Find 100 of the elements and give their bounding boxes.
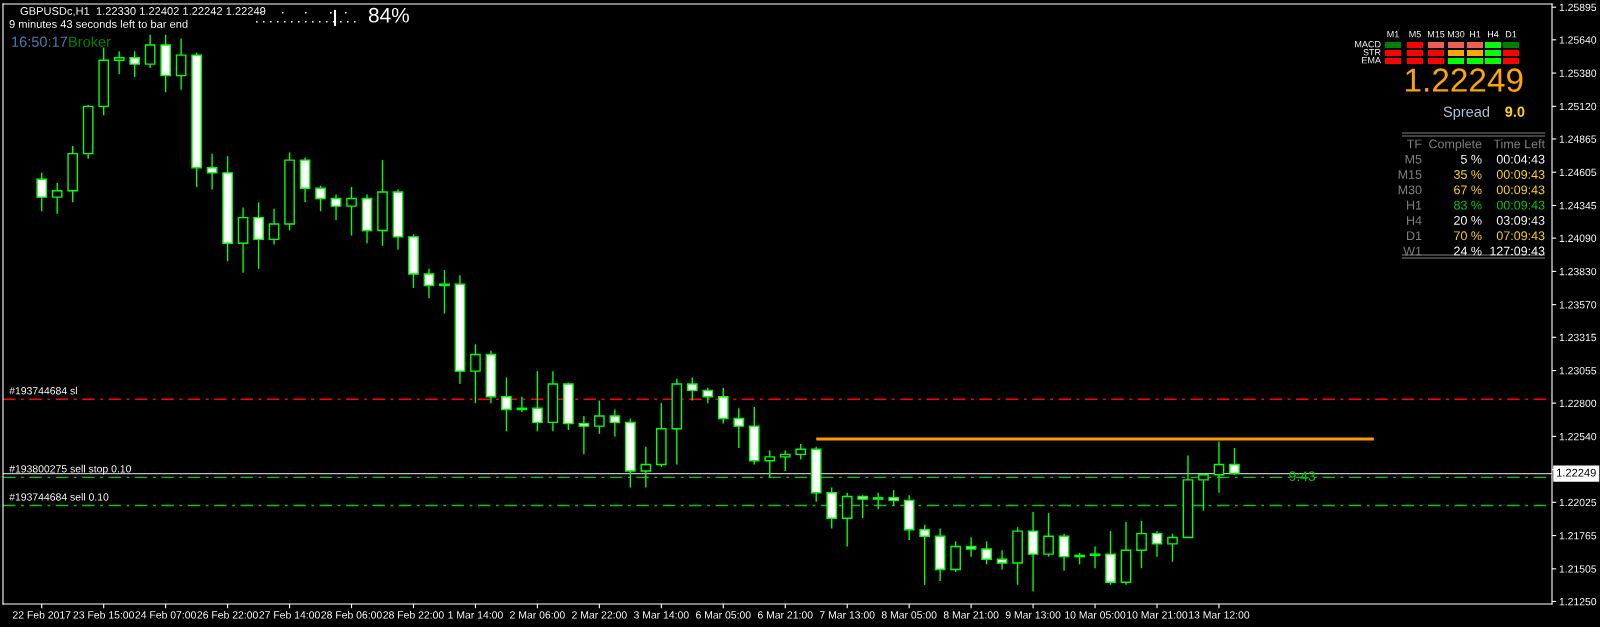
candlestick bbox=[857, 494, 869, 519]
ref-line-label: #193800275 sell stop 0.10 bbox=[9, 464, 131, 475]
x-tick-label: 24 Feb 07:00 bbox=[135, 610, 196, 619]
candlestick bbox=[1229, 447, 1240, 476]
y-tick-label: 1.24345 bbox=[1559, 201, 1597, 210]
x-tick-label: 1 Mar 14:00 bbox=[448, 611, 503, 619]
x-tick-label: 28 Feb 22:00 bbox=[383, 610, 444, 619]
annotation: Complete bbox=[1429, 139, 1482, 151]
annotation: M5 bbox=[1405, 154, 1422, 164]
x-tick-label: 26 Feb 22:00 bbox=[197, 610, 258, 619]
category-label: H4 bbox=[1487, 31, 1499, 38]
candlestick bbox=[1198, 472, 1209, 512]
x-tick-label: 6 Mar 05:00 bbox=[696, 611, 751, 619]
x-tick-label: 28 Feb 06:00 bbox=[321, 610, 382, 619]
y-tick-label: 1.22800 bbox=[1559, 399, 1597, 408]
candlestick bbox=[779, 449, 791, 472]
candlestick bbox=[253, 201, 264, 270]
annotation: 03:09:43 bbox=[1496, 216, 1545, 225]
candlestick bbox=[594, 399, 605, 435]
candlestick bbox=[36, 172, 48, 212]
candlestick bbox=[1213, 440, 1225, 494]
candlestick bbox=[470, 343, 481, 404]
x-tick-label: 13 Mar 12:00 bbox=[1189, 611, 1250, 619]
annotation: 5 % bbox=[1460, 154, 1482, 164]
candlestick bbox=[841, 492, 853, 548]
annotation: 83 % bbox=[1454, 200, 1482, 210]
x-tick-label: 27 Feb 14:00 bbox=[259, 610, 320, 619]
annotation: 00:09:43 bbox=[1496, 200, 1545, 210]
candlestick bbox=[113, 50, 125, 76]
annotation: H4 bbox=[1407, 216, 1422, 225]
ref-line-label: 1.22249 bbox=[1557, 468, 1596, 477]
annotation: 67 % bbox=[1454, 185, 1482, 195]
annotation: 20 % bbox=[1454, 216, 1482, 225]
annotation: 9:43 bbox=[1289, 471, 1316, 482]
x-tick-label: 2 Mar 06:00 bbox=[510, 611, 565, 619]
category-label: H1 bbox=[1469, 31, 1481, 38]
annotation: 35 % bbox=[1453, 170, 1482, 179]
candlestick bbox=[144, 34, 156, 69]
y-tick-label: 1.22025 bbox=[1559, 498, 1597, 507]
candlestick bbox=[640, 445, 652, 489]
y-tick-label: 1.21250 bbox=[1559, 597, 1597, 606]
x-tick-label: 10 Mar 05:00 bbox=[1065, 611, 1126, 619]
y-tick-label: 1.21765 bbox=[1559, 532, 1597, 540]
y-tick-label: 1.21505 bbox=[1559, 565, 1597, 573]
y-tick-label: 1.25895 bbox=[1559, 3, 1597, 12]
candlestick bbox=[872, 492, 884, 511]
annotation: 84% bbox=[368, 7, 409, 23]
y-tick-label: 1.23315 bbox=[1559, 333, 1597, 342]
annotation: 9.0 bbox=[1505, 106, 1525, 117]
annotation: 70 % bbox=[1454, 231, 1482, 241]
annotation: 00:09:43 bbox=[1496, 185, 1545, 195]
candlestick bbox=[1058, 532, 1070, 572]
y-tick-label: 1.25380 bbox=[1559, 69, 1597, 77]
x-tick-label: 23 Feb 15:00 bbox=[73, 610, 134, 619]
candlestick bbox=[1151, 530, 1163, 558]
y-tick-label: 1.23055 bbox=[1559, 367, 1597, 375]
candlestick bbox=[129, 50, 141, 78]
annotation: D1 bbox=[1407, 231, 1422, 241]
annotation: Broker bbox=[69, 36, 111, 47]
x-tick-label: 22 Feb 2017 bbox=[13, 610, 71, 619]
annotation: 00:09:43 bbox=[1496, 170, 1545, 179]
candlestick bbox=[51, 182, 63, 215]
candlestick bbox=[175, 37, 187, 91]
x-tick-label: 7 Mar 13:00 bbox=[819, 611, 875, 619]
candlestick bbox=[996, 549, 1008, 571]
y-tick-label: 1.23570 bbox=[1559, 301, 1597, 309]
candlestick bbox=[1043, 512, 1054, 558]
ref-line-label: #193744684 sell 0.10 bbox=[9, 493, 109, 501]
category-label: M30 bbox=[1447, 31, 1465, 38]
candlestick bbox=[981, 540, 992, 566]
x-tick-label: 2 Mar 22:00 bbox=[572, 611, 627, 619]
candlestick bbox=[965, 536, 977, 558]
x-tick-label: 3 Mar 14:00 bbox=[633, 611, 689, 619]
annotation: TF bbox=[1407, 139, 1422, 149]
annotation: 16:50:17 bbox=[12, 36, 68, 47]
y-tick-label: 1.25640 bbox=[1559, 36, 1597, 44]
category-label: STR bbox=[1363, 49, 1381, 56]
x-tick-label: 10 Mar 21:00 bbox=[1127, 611, 1188, 619]
y-tick-label: 1.22540 bbox=[1559, 432, 1597, 441]
candlestick bbox=[609, 408, 621, 438]
category-label: M5 bbox=[1409, 31, 1421, 38]
y-tick-label: 1.24090 bbox=[1559, 234, 1597, 242]
annotation: H1 bbox=[1407, 200, 1422, 210]
annotation: 00:04:43 bbox=[1496, 154, 1545, 164]
candlestick bbox=[919, 523, 930, 586]
category-label: M1 bbox=[1387, 31, 1399, 38]
candlestick bbox=[1027, 511, 1039, 592]
category-label: D1 bbox=[1505, 31, 1517, 38]
candlestick bbox=[950, 540, 961, 573]
x-tick-label: 8 Mar 21:00 bbox=[943, 611, 999, 619]
chart-title: GBPUSDc,H1 1.22330 1.22402 1.22242 1.22249 bbox=[20, 7, 266, 17]
candlestick bbox=[268, 207, 280, 246]
candlestick bbox=[686, 376, 698, 402]
annotation: 127:09:43 bbox=[1490, 246, 1545, 256]
candlestick bbox=[578, 415, 590, 456]
annotation: 24 % bbox=[1454, 246, 1482, 256]
candlestick bbox=[423, 268, 435, 299]
candlestick bbox=[315, 184, 326, 212]
y-tick-label: 1.24605 bbox=[1559, 168, 1597, 177]
annotation: M30 bbox=[1398, 185, 1422, 195]
